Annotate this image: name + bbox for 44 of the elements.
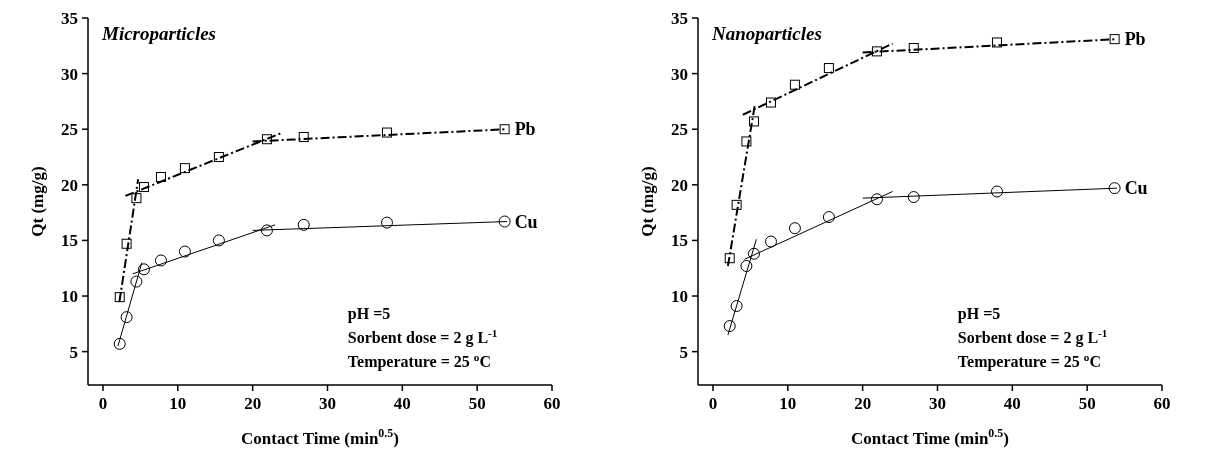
annotation: Sorbent dose = 2 g L$^{-1}$ [957,327,1108,347]
x-axis-title: Contact Time (min$^{0.5}$) [851,426,1009,448]
x-tick-label: 0 [708,394,718,413]
y-tick-label: 25 [671,120,688,140]
y-axis-title: Qt (mg/g) [638,166,657,237]
x-tick-label: 20 [244,394,262,413]
y-tick-label: 35 [671,8,688,28]
x-tick-label: 50 [468,394,486,413]
y-tick-label: 35 [61,8,78,28]
y-tick-label: 5 [679,342,688,362]
y-tick-label: 10 [671,286,688,306]
x-tick-label: 10 [169,394,187,413]
x-tick-label: 40 [393,394,411,413]
y-tick-label: 25 [61,120,78,140]
x-axis-title: Contact Time (min$^{0.5}$) [241,426,399,448]
y-tick-label: 10 [61,286,78,306]
y-tick-label: 15 [671,231,688,251]
x-tick-label: 0 [98,394,108,413]
x-tick-label: 60 [543,394,561,413]
y-axis-title: Qt (mg/g) [28,166,47,237]
y-tick-label: 15 [61,231,78,251]
annotation: Temperature = 25 $^{o}$C [957,351,1101,371]
x-tick-label: 50 [1078,394,1096,413]
x-tick-label: 30 [318,394,336,413]
y-tick-label: 30 [61,64,78,84]
x-tick-label: 10 [779,394,797,413]
annotation: Sorbent dose = 2 g L$^{-1}$ [347,327,498,347]
chart-title: Microparticles [101,23,216,44]
series-label: Cu [514,211,538,232]
y-tick-label: 20 [671,175,688,195]
series-label: Cu [1124,178,1148,199]
chart-title: Nanoparticles [711,23,822,44]
series-label: Pb [1124,29,1146,50]
annotation: pH =5 [347,305,391,323]
x-tick-label: 40 [1003,394,1021,413]
y-tick-label: 5 [69,342,78,362]
x-tick-label: 20 [854,394,872,413]
x-tick-label: 30 [928,394,946,413]
annotation: pH =5 [957,305,1001,323]
y-tick-label: 30 [671,64,688,84]
series-label: Pb [514,119,536,140]
annotation: Temperature = 25 $^{o}$C [347,351,491,371]
y-tick-label: 20 [61,175,78,195]
x-tick-label: 60 [1153,394,1171,413]
